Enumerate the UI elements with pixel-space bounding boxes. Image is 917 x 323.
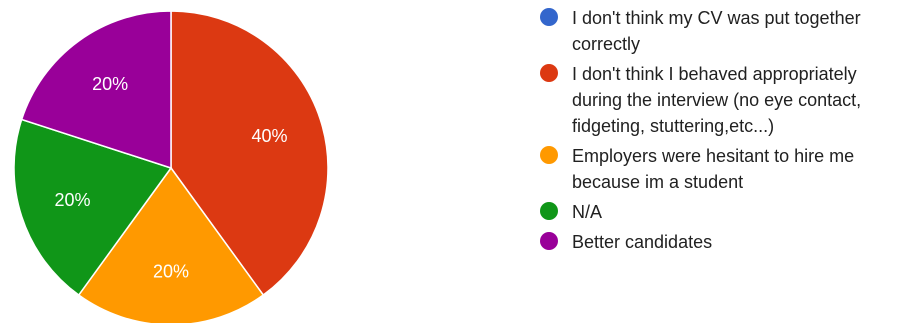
- pie-slice: [13, 118, 173, 297]
- legend-item: Employers were hesitant to hire me becau…: [540, 143, 912, 195]
- pie-slice: [77, 166, 265, 323]
- slice-value-label: 20%: [92, 74, 128, 94]
- legend: I don't think my CV was put together cor…: [540, 5, 912, 259]
- legend-label: Employers were hesitant to hire me becau…: [572, 146, 855, 192]
- pie-plot: 40% 20% 20% 20%: [13, 10, 329, 323]
- legend-item: Better candidates: [540, 229, 912, 255]
- legend-label: I don't think my CV was put together cor…: [572, 8, 861, 54]
- legend-label: N/A: [572, 202, 603, 222]
- legend-label: I don't think I behaved appropriately du…: [572, 64, 862, 136]
- slice-value-label: 20%: [54, 190, 90, 210]
- legend-swatch: [540, 232, 558, 250]
- legend-item: N/A: [540, 199, 912, 225]
- slice-value-label: 20%: [153, 262, 189, 282]
- legend-item: I don't think I behaved appropriately du…: [540, 61, 912, 139]
- pie-slice: [20, 10, 172, 170]
- legend-swatch: [540, 64, 558, 82]
- legend-swatch: [540, 202, 558, 220]
- legend-swatch: [540, 146, 558, 164]
- legend-item: I don't think my CV was put together cor…: [540, 5, 912, 57]
- slice-value-label: 40%: [251, 126, 287, 146]
- legend-swatch: [540, 8, 558, 26]
- legend-label: Better candidates: [572, 232, 713, 252]
- pie-slice: [170, 10, 329, 297]
